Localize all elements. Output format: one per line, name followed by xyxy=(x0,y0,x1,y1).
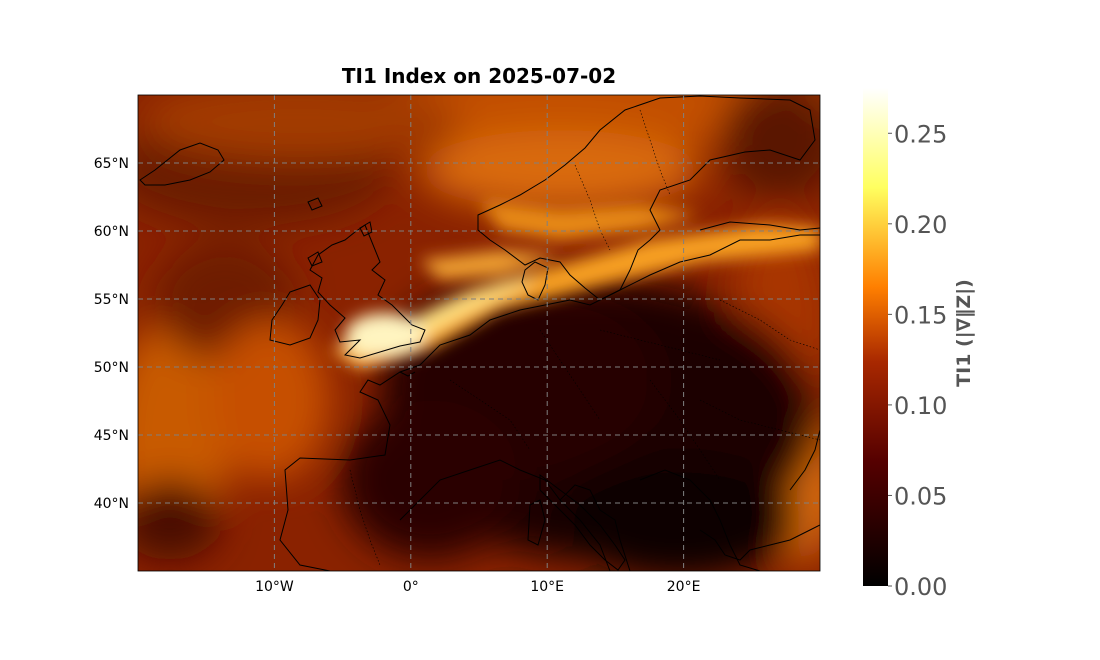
colorbar xyxy=(863,88,888,586)
heat-field xyxy=(138,95,820,571)
lat-tick-label: 40°N xyxy=(94,496,129,512)
lat-tick-label: 50°N xyxy=(94,360,129,376)
lat-tick-label: 60°N xyxy=(94,224,129,240)
country-borders xyxy=(349,109,820,566)
colorbar-tick-label: 0.20 xyxy=(894,211,947,239)
coastlines xyxy=(139,95,820,571)
map-title: TI1 Index on 2025-07-02 xyxy=(341,64,617,88)
colorbar-tick-label: 0.05 xyxy=(894,482,947,510)
colorbar-label: TI1 (|∇‖Z|) xyxy=(953,279,975,387)
colorbar-tick-label: 0.00 xyxy=(894,573,947,601)
lat-tick-label: 65°N xyxy=(94,156,129,172)
colorbar-tick-label: 0.25 xyxy=(894,120,947,148)
lat-tick-label: 45°N xyxy=(94,428,129,444)
lon-tick-label: 10°W xyxy=(255,579,294,595)
lat-tick-label: 55°N xyxy=(94,292,129,308)
latitude-labels: 65°N 60°N 55°N 50°N 45°N 40°N xyxy=(94,156,129,512)
longitude-labels: 10°W 0° 10°E 20°E xyxy=(255,579,700,595)
plot-frame xyxy=(137,94,821,572)
gridlines xyxy=(138,95,820,571)
lon-tick-label: 10°E xyxy=(530,579,564,595)
lon-tick-label: 20°E xyxy=(667,579,701,595)
colorbar-tick-label: 0.15 xyxy=(894,301,947,329)
colorbar-ticks: 0.00 0.05 0.10 0.15 0.20 0.25 xyxy=(888,120,947,601)
lon-tick-label: 0° xyxy=(403,579,419,595)
colorbar-tick-label: 0.10 xyxy=(894,392,947,420)
